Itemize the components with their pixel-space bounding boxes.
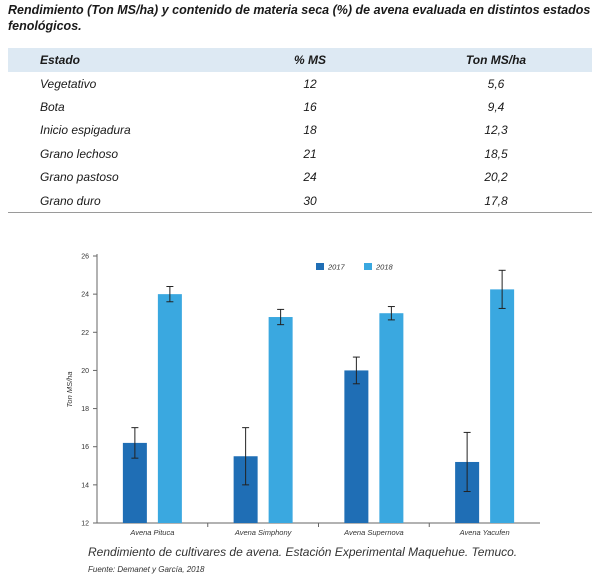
y-tick-label: 26	[81, 254, 89, 261]
y-tick-label: 24	[81, 292, 89, 299]
y-tick-label: 12	[81, 521, 89, 528]
y-tick-label: 20	[81, 368, 89, 375]
cell-pct-ms: 18	[303, 123, 317, 138]
table-row: Grano pastoso 24 20,2	[8, 166, 592, 189]
cell-ton-ms-ha: 18,5	[484, 146, 508, 161]
cell-ton-ms-ha: 9,4	[487, 100, 505, 115]
header-pct-ms: % MS	[293, 53, 326, 67]
legend-label-2017: 2017	[327, 263, 346, 272]
cell-estado: Vegetativo	[40, 76, 97, 91]
table-row: Vegetativo 12 5,6	[8, 72, 592, 95]
header-estado: Estado	[40, 53, 81, 67]
cell-ton-ms-ha: 5,6	[487, 76, 505, 91]
bar-2018-4	[490, 289, 515, 523]
cell-ton-ms-ha: 12,3	[484, 123, 508, 138]
cell-estado: Inicio espigadura	[40, 123, 131, 138]
table-row: Grano lechoso 21 18,5	[8, 142, 592, 165]
cell-estado: Bota	[40, 100, 65, 115]
bar-2018-3	[379, 313, 404, 523]
table-title: Rendimiento (Ton MS/ha) y contenido de m…	[8, 3, 591, 33]
cell-pct-ms: 30	[220, 188, 400, 214]
cell-pct-ms: 12	[303, 76, 317, 91]
x-category-label: Avena Pituca	[129, 528, 174, 537]
cell-pct-ms: 24	[303, 170, 317, 185]
legend-swatch-2018	[364, 263, 372, 270]
y-tick-label: 16	[81, 444, 89, 451]
cell-ton-ms-ha: 20,2	[484, 170, 508, 185]
table-row: Bota 16 9,4	[8, 95, 592, 118]
table-row: Inicio espigadura 18 12,3	[8, 119, 592, 142]
bar-2018-1	[157, 294, 182, 523]
legend-swatch-2017	[316, 263, 324, 270]
legend-label-2018: 2018	[375, 263, 394, 272]
cell-estado: Grano duro	[8, 188, 220, 214]
chart-source: Fuente: Demanet y García, 2018	[88, 565, 205, 574]
bar-2017-3	[344, 370, 369, 523]
cell-pct-ms: 16	[303, 100, 317, 115]
table-row: Grano duro 30 17,8	[8, 188, 592, 214]
y-tick-label: 18	[81, 406, 89, 413]
y-axis-label: Ton MS/ha	[65, 372, 74, 408]
y-tick-label: 14	[81, 482, 89, 489]
x-category-label: Avena Yacufen	[459, 528, 510, 537]
cell-pct-ms: 21	[303, 146, 317, 161]
header-ton-ms-ha: Ton MS/ha	[465, 53, 527, 67]
cell-ton-ms-ha: 17,8	[400, 188, 592, 214]
x-category-label: Avena Supernova	[343, 528, 404, 537]
cell-estado: Grano lechoso	[40, 146, 119, 161]
x-category-label: Avena Simphony	[234, 528, 293, 537]
cultivar-yield-chart: 12 14 16 18 20 22 24 26 Ton MS/ha Avena Pituca Ave…	[65, 254, 540, 537]
table-header-row: Estado % MS Ton MS/ha	[8, 48, 592, 72]
bar-2018-2	[268, 317, 293, 523]
chart-caption: Rendimiento de cultivares de avena. Esta…	[88, 545, 518, 559]
y-tick-label: 22	[81, 330, 89, 337]
cell-estado: Grano pastoso	[40, 170, 119, 185]
phenology-table: Estado % MS Ton MS/ha Vegetativo 12 5,6 …	[8, 48, 592, 214]
